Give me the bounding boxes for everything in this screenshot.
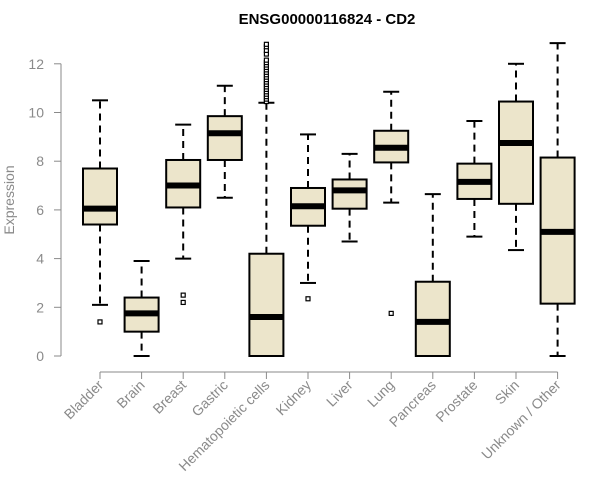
x-tick-label: Unknown / Other	[478, 377, 564, 463]
chart-title: ENSG00000116824 - CD2	[239, 11, 416, 28]
box-series	[82, 41, 576, 358]
y-tick-label: 6	[36, 202, 44, 218]
x-tick-label: Kidney	[273, 377, 315, 419]
y-tick-label: 4	[36, 251, 44, 267]
x-tick-label: Breast	[149, 377, 189, 417]
iqr-box	[331, 178, 368, 210]
box-prostate	[456, 120, 493, 238]
iqr-box	[414, 280, 451, 358]
outlier-point	[180, 299, 186, 306]
box-pancreas	[414, 193, 451, 358]
y-tick-label: 8	[36, 153, 44, 169]
box-hematopoietic-cells	[248, 41, 285, 357]
x-tick-label: Bladder	[61, 377, 107, 423]
y-tick-label: 2	[36, 299, 44, 315]
box-lung	[373, 90, 410, 316]
box-skin	[498, 62, 534, 252]
iqr-box	[498, 100, 534, 205]
outlier-point	[97, 319, 103, 325]
box-liver	[331, 152, 368, 243]
iqr-box	[206, 115, 243, 161]
box-kidney	[290, 133, 326, 302]
iqr-box	[82, 167, 118, 226]
y-axis: 0 2 4 6 8 10 12	[28, 56, 62, 364]
x-tick-label: Liver	[323, 377, 356, 410]
box-bladder	[82, 99, 118, 325]
x-tick-label: Prostate	[432, 377, 480, 425]
outlier-point	[388, 310, 394, 316]
y-tick-label: 12	[28, 56, 44, 72]
y-tick-label: 0	[36, 348, 44, 364]
outlier-point	[263, 41, 269, 47]
box-gastric	[206, 84, 243, 199]
x-tick-label: Lung	[364, 377, 397, 410]
outlier-point	[180, 292, 186, 298]
x-tick-label: Brain	[113, 377, 147, 411]
y-tick-label: 10	[28, 105, 44, 121]
outlier-point	[305, 296, 311, 302]
y-axis-title: Expression	[1, 165, 17, 234]
x-tick-label: Skin	[492, 377, 523, 408]
outlier-point	[263, 57, 269, 63]
box-unknown-other	[539, 42, 576, 357]
iqr-box	[248, 252, 285, 357]
box-brain	[123, 260, 160, 357]
box-breast	[165, 123, 202, 306]
